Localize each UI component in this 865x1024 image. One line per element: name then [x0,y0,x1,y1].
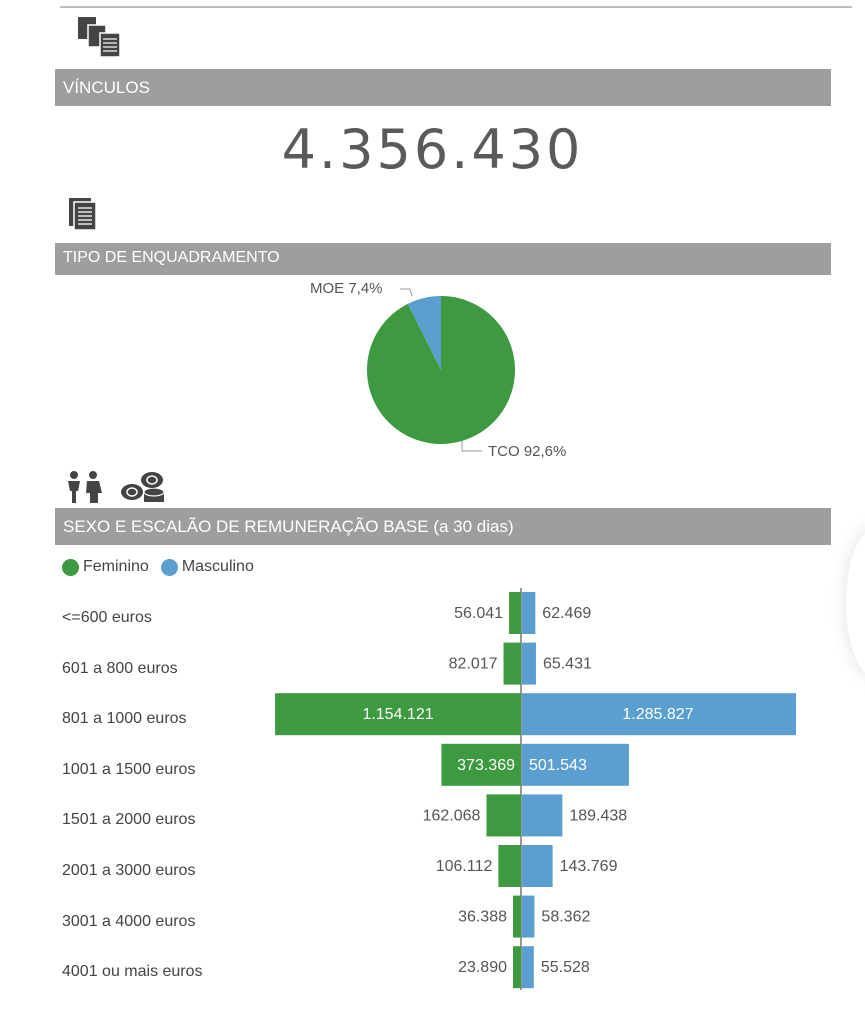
data-label-masculino: 501.543 [529,757,587,774]
vinculos-header: VÍNCULOS [55,69,831,106]
legend-label-feminino: Feminino [83,558,149,575]
bar-masculino[interactable] [522,642,536,685]
category-label: 601 a 800 euros [62,660,178,677]
bar-feminino[interactable] [503,642,521,685]
data-label-masculino: 55.528 [541,959,590,976]
sexo-header: SEXO E ESCALÃO DE REMUNERAÇÃO BASE (a 30… [55,508,831,545]
category-label: <=600 euros [62,609,152,626]
data-label-feminino: 1.154.121 [362,706,433,723]
bar-feminino[interactable] [509,592,521,634]
pie-label-tco: TCO 92,6% [488,443,566,460]
data-label-masculino: 62.469 [542,605,591,622]
scroll-handle[interactable] [846,528,865,678]
data-label-masculino: 65.431 [543,656,592,673]
category-label: 801 a 1000 euros [62,710,187,727]
enquadramento-header: TIPO DE ENQUADRAMENTO [55,243,831,275]
kpi-value: 4.356.430 [281,118,584,181]
category-label: 4001 ou mais euros [62,963,203,980]
data-label-feminino: 36.388 [458,909,507,926]
pie-chart: MOE 7,4% TCO 92,6% [310,280,566,460]
category-label: 1501 a 2000 euros [62,811,196,828]
data-label-masculino: 189.438 [569,807,627,824]
category-label: 2001 a 3000 euros [62,862,196,879]
legend-dot-feminino [62,558,79,576]
data-label-feminino: 373.369 [457,757,515,774]
top-divider [60,6,852,8]
bar-masculino[interactable] [522,592,536,634]
bar-feminino[interactable] [486,794,521,837]
bar-masculino[interactable] [522,693,796,736]
category-label: 3001 a 4000 euros [62,913,196,930]
data-label-feminino: 162.068 [423,807,481,824]
bar-feminino[interactable] [441,743,521,786]
pie-label-moe: MOE 7,4% [310,280,383,297]
data-label-masculino: 58.362 [541,909,590,926]
legend-item-feminino: Feminino [62,558,149,576]
bar-masculino[interactable] [522,794,563,837]
chart-legend: Feminino Masculino [62,558,266,576]
bar-masculino[interactable] [522,743,629,786]
legend-label-masculino: Masculino [181,558,254,575]
legend-dot-masculino [160,558,178,576]
pie-leader-line [400,288,413,297]
bar-masculino[interactable] [522,895,535,938]
bar-feminino[interactable] [513,946,521,989]
data-label-masculino: 1.285.827 [622,706,693,723]
data-label-feminino: 106.112 [436,858,493,875]
documents-icon [78,17,121,58]
pie-slice-tco[interactable] [367,296,515,444]
data-label-feminino: 56.041 [454,605,503,622]
bar-feminino[interactable] [275,693,521,736]
legend-item-masculino: Masculino [160,558,254,576]
pie-leader-line [461,441,482,452]
data-label-feminino: 23.890 [458,959,507,976]
bar-masculino[interactable] [522,845,553,887]
bar-feminino[interactable] [498,845,521,887]
pie-slice-moe[interactable] [407,296,441,370]
bar-feminino[interactable] [513,895,521,938]
people-icon [68,471,102,503]
category-label: 1001 a 1500 euros [62,761,196,778]
document-icon [69,198,97,231]
coins-icon [121,472,165,502]
data-label-masculino: 143.769 [560,858,618,875]
bar-masculino[interactable] [522,946,534,989]
data-label-feminino: 82.017 [449,656,498,673]
